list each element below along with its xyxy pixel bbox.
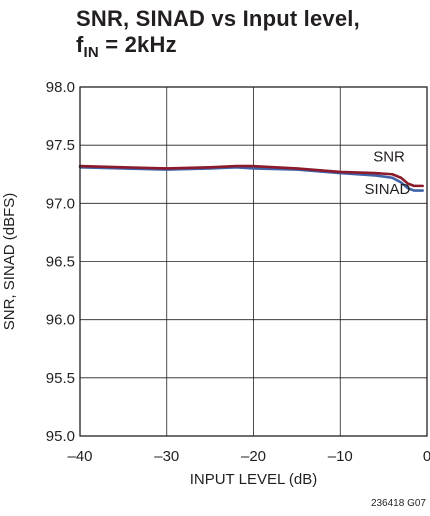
x-tick-label: –40 (67, 448, 92, 465)
chart-title-subscript: IN (83, 44, 99, 61)
series-label-snr: SNR (373, 148, 405, 165)
chart-title: SNR, SINAD vs Input level, fIN = 2kHz (76, 6, 360, 61)
chart-title-line1: SNR, SINAD vs Input level, (76, 6, 360, 31)
x-axis-label: INPUT LEVEL (dB) (190, 471, 318, 488)
x-tick-label: 0 (423, 448, 430, 465)
y-tick-label: 95.5 (46, 370, 75, 387)
annotations: SNR SINAD (365, 148, 411, 198)
chart-title-rest: = 2kHz (98, 32, 177, 57)
tick-labels: –40 –30 –20 –10 0 95.0 95.5 96.0 96.5 97.0 97.5 98.… (46, 79, 430, 465)
series-group (78, 164, 424, 192)
y-tick-label: 96.5 (46, 254, 75, 271)
chart-title-f: f (76, 32, 84, 57)
chart-title-line2: fIN = 2kHz (76, 32, 360, 61)
y-tick-label: 97.5 (46, 137, 75, 154)
x-tick-label: –10 (328, 448, 353, 465)
y-tick-label: 97.0 (46, 195, 75, 212)
figure-code: 236418 G07 (371, 498, 426, 509)
series-label-sinad: SINAD (365, 181, 411, 198)
y-tick-label: 95.0 (46, 428, 75, 445)
y-tick-label: 96.0 (46, 312, 75, 329)
series-line-snr (78, 164, 424, 188)
plot-frame (79, 86, 428, 437)
y-tick-label: 98.0 (46, 79, 75, 96)
y-axis-label: SNR, SINAD (dBFS) (1, 193, 18, 331)
grid (80, 87, 427, 436)
x-tick-label: –30 (154, 448, 179, 465)
x-tick-label: –20 (241, 448, 266, 465)
